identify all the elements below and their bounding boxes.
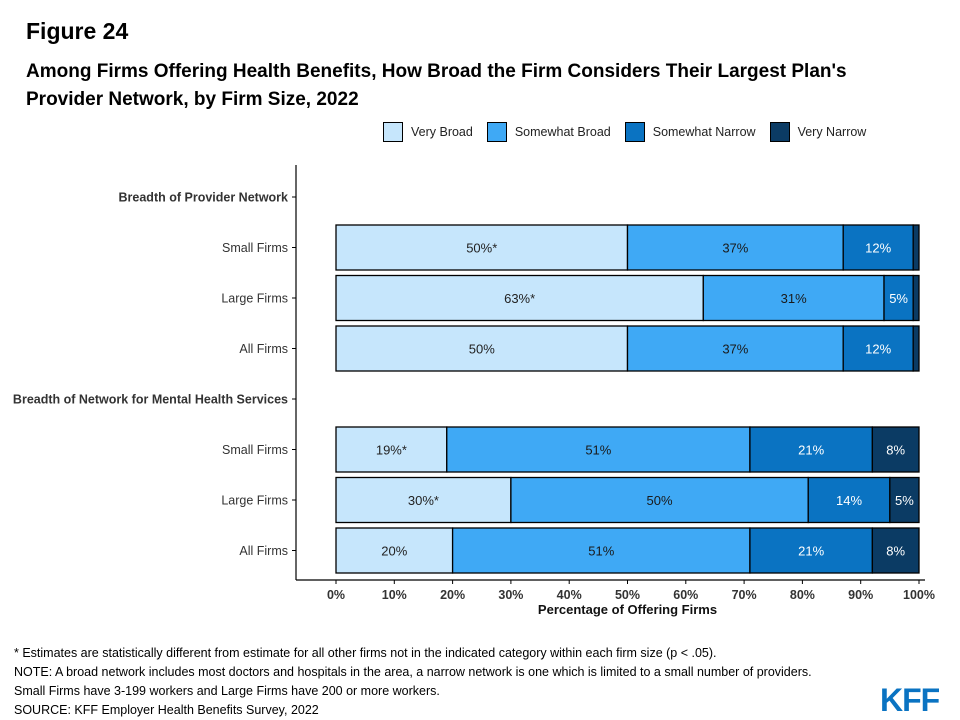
bar-value-label: 63%* [504, 291, 535, 306]
bar-segment [446, 426, 751, 473]
bar-segment [702, 274, 885, 322]
x-tick-label: 30% [498, 588, 523, 602]
bar-value-label: 30%* [408, 493, 439, 508]
bar-value-label: 51% [585, 443, 611, 458]
legend-item-somewhat-narrow: Somewhat Narrow [624, 122, 756, 142]
legend-swatch-somewhat-narrow [624, 122, 645, 142]
x-tick-label: 60% [673, 588, 698, 602]
bar-segment [842, 224, 914, 271]
bar-value-label: 14% [836, 493, 862, 508]
x-tick-label: 50% [615, 588, 640, 602]
category-label: Small Firms [222, 241, 288, 255]
bar-value-label: 31% [781, 291, 807, 306]
bar-segment [510, 476, 809, 524]
bar-segment [335, 527, 454, 574]
bar-value-label: 50% [469, 342, 495, 357]
bar-value-label: 50% [647, 493, 673, 508]
category-label: Large Firms [221, 292, 288, 306]
bar-segment [871, 527, 920, 574]
legend-item-somewhat-broad: Somewhat Broad [486, 122, 611, 142]
bar-value-label: 20% [381, 544, 407, 559]
group-label: Breadth of Provider Network [119, 191, 289, 205]
bar-segment [335, 476, 512, 524]
category-label: All Firms [239, 544, 288, 558]
x-tick-label: 100% [903, 588, 935, 602]
bar-value-label: 19%* [376, 443, 407, 458]
x-tick-label: 70% [732, 588, 757, 602]
legend-item-very-narrow: Very Narrow [769, 122, 867, 142]
x-tick-label: 10% [382, 588, 407, 602]
note-source: SOURCE: KFF Employer Health Benefits Sur… [14, 703, 319, 717]
legend-swatch-somewhat-broad [486, 122, 507, 142]
notes: * Estimates are statistically different … [14, 644, 812, 720]
bar-segment [842, 325, 914, 372]
x-tick-label: 80% [790, 588, 815, 602]
bar-value-label: 12% [865, 241, 891, 256]
bar-value-label: 8% [886, 544, 905, 559]
legend-label-somewhat-broad: Somewhat Broad [514, 125, 611, 139]
note-significance: * Estimates are statistically different … [14, 646, 717, 660]
legend-label-very-broad: Very Broad [411, 125, 473, 139]
legend-label-somewhat-narrow: Somewhat Narrow [652, 125, 756, 139]
x-tick-label: 20% [440, 588, 465, 602]
bar-segment [335, 325, 629, 372]
bar-value-label: 5% [889, 291, 908, 306]
bar-value-label: 51% [588, 544, 614, 559]
legend-swatch-very-broad [383, 122, 403, 142]
note-firm-size: Small Firms have 3-199 workers and Large… [14, 684, 440, 698]
bar-value-label: 12% [865, 342, 891, 357]
bar-segment [807, 476, 891, 524]
stacked-bar-chart: Breadth of Provider Network Small Firms 50… [13, 165, 935, 617]
bar-segment [883, 274, 914, 322]
bar-segment [912, 224, 920, 271]
bar-segment [335, 426, 448, 473]
legend: Very Broad Somewhat Broad Somewhat Narro… [383, 120, 880, 144]
bar-segment [335, 274, 704, 322]
x-axis-title: Percentage of Offering Firms [538, 602, 717, 617]
bar-value-label: 5% [895, 493, 914, 508]
chart-title: Among Firms Offering Health Benefits, Ho… [26, 61, 847, 110]
bar-value-label: 8% [886, 443, 905, 458]
category-label: Small Firms [222, 443, 288, 457]
bar-segment [889, 476, 920, 524]
figure-label: Figure 24 [26, 18, 129, 44]
kff-logo: KFF [880, 682, 940, 718]
legend-swatch-very-narrow [769, 122, 790, 142]
x-tick-label: 90% [848, 588, 873, 602]
x-tick-label: 0% [327, 588, 345, 602]
bar-value-label: 21% [798, 544, 824, 559]
category-label: All Firms [239, 342, 288, 356]
bar-value-label: 37% [722, 342, 748, 357]
bar-segment [912, 325, 920, 372]
category-label: Large Firms [221, 494, 288, 508]
group-label: Breadth of Network for Mental Health Ser… [13, 393, 288, 407]
bar-value-label: 37% [722, 241, 748, 256]
legend-label-very-narrow: Very Narrow [797, 125, 867, 139]
bar-value-label: 21% [798, 443, 824, 458]
bar-segment [451, 527, 751, 574]
bar-segment [912, 274, 920, 322]
bar-segment [626, 224, 844, 271]
x-tick-label: 40% [557, 588, 582, 602]
bar-segment [749, 527, 874, 574]
legend-item-very-broad: Very Broad [383, 122, 473, 142]
bar-segment [871, 426, 920, 473]
bar-value-label: 50%* [466, 241, 497, 256]
note-definition: NOTE: A broad network includes most doct… [14, 665, 812, 679]
